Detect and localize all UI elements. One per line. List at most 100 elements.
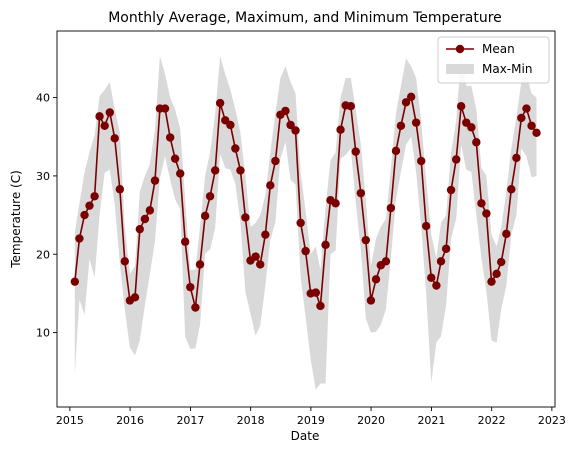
mean-point (321, 240, 330, 250)
mean-point (186, 282, 195, 292)
mean-point (70, 277, 80, 286)
mean-point (301, 246, 310, 256)
mean-point (391, 146, 401, 156)
mean-point (417, 156, 426, 166)
mean-point (502, 229, 511, 239)
mean-point (296, 218, 305, 228)
mean-point (451, 155, 461, 164)
mean-point (386, 203, 396, 213)
mean-point (140, 214, 150, 224)
mean-point (241, 213, 250, 222)
mean-point (236, 166, 245, 175)
mean-point (75, 234, 84, 243)
x-tick-label: 2021 (417, 414, 445, 427)
mean-point (165, 133, 175, 142)
y-tick-label: 30 (36, 170, 50, 183)
mean-point (331, 199, 340, 208)
mean-point (381, 257, 391, 266)
mean-point (432, 281, 441, 290)
mean-point (90, 192, 99, 201)
mean-point (467, 123, 476, 132)
mean-point (191, 303, 200, 312)
x-tick-label: 2023 (538, 414, 566, 427)
mean-point (120, 257, 129, 266)
mean-point (356, 188, 366, 198)
plot-area (70, 54, 541, 390)
legend-label: Mean (482, 42, 515, 56)
mean-point (271, 156, 280, 166)
mean-point (286, 120, 295, 130)
mean-point (150, 176, 160, 185)
legend: Mean Max-Min (437, 36, 550, 84)
mean-point (100, 121, 109, 130)
mean-point (176, 169, 185, 178)
mean-point (361, 235, 370, 245)
mean-point (351, 147, 360, 156)
mean-point (251, 252, 260, 261)
mean-point (527, 121, 536, 130)
mean-point (512, 153, 521, 163)
mean-point (411, 118, 421, 127)
mean-point (517, 113, 526, 123)
legend-label: Max-Min (482, 62, 532, 76)
mean-point (477, 199, 486, 208)
mean-point (311, 288, 321, 297)
mean-point (492, 269, 501, 279)
legend-mean-marker (455, 44, 465, 54)
mean-point (210, 166, 220, 175)
mean-point (446, 185, 456, 195)
mean-point (316, 301, 325, 311)
mean-point (205, 192, 215, 201)
legend-band-swatch (446, 64, 474, 74)
y-tick-label: 40 (36, 92, 50, 105)
mean-point (371, 275, 381, 284)
mean-point (256, 260, 265, 269)
x-tick-label: 2022 (478, 414, 506, 427)
mean-point (497, 257, 506, 267)
y-axis-label: Temperature (C) (9, 170, 23, 269)
x-tick-label: 2018 (237, 414, 265, 427)
chart-title: Monthly Average, Maximum, and Minimum Te… (108, 10, 502, 26)
mean-point (522, 104, 531, 113)
mean-point (427, 273, 436, 282)
y-tick-label: 10 (36, 327, 50, 340)
mean-point (80, 210, 89, 220)
mean-point (507, 185, 516, 194)
mean-point (487, 277, 496, 286)
mean-point (130, 293, 140, 302)
mean-point (110, 134, 119, 143)
mean-point (195, 260, 205, 269)
axes-frame (56, 30, 556, 408)
mean-point (145, 206, 155, 215)
x-tick-label: 2016 (116, 414, 144, 427)
mean-point (456, 102, 466, 111)
mean-point (291, 126, 300, 135)
mean-point (472, 138, 481, 147)
mean-point (170, 154, 180, 163)
axes: 2015 2016 2017 2018 2019 2020 2021 2022 2023 10 20… (36, 30, 566, 427)
mean-point (231, 144, 240, 153)
mean-point (436, 257, 446, 266)
max-min-band (74, 54, 537, 390)
mean-point (226, 120, 235, 130)
x-tick-label: 2019 (297, 414, 325, 427)
mean-point (200, 211, 210, 221)
mean-point (401, 98, 411, 107)
mean-point (135, 224, 145, 234)
x-tick-label: 2017 (176, 414, 204, 427)
x-axis-label: Date (291, 429, 320, 443)
mean-point (105, 108, 114, 117)
mean-point (115, 185, 125, 194)
mean-point (85, 201, 94, 210)
y-tick-label: 20 (36, 248, 50, 261)
mean-point (396, 121, 406, 130)
mean-point (261, 230, 270, 239)
mean-point (215, 98, 225, 108)
mean-point (441, 244, 451, 253)
mean-point (421, 221, 431, 231)
mean-point (281, 106, 290, 116)
mean-point (160, 104, 170, 113)
mean-point (95, 112, 104, 121)
